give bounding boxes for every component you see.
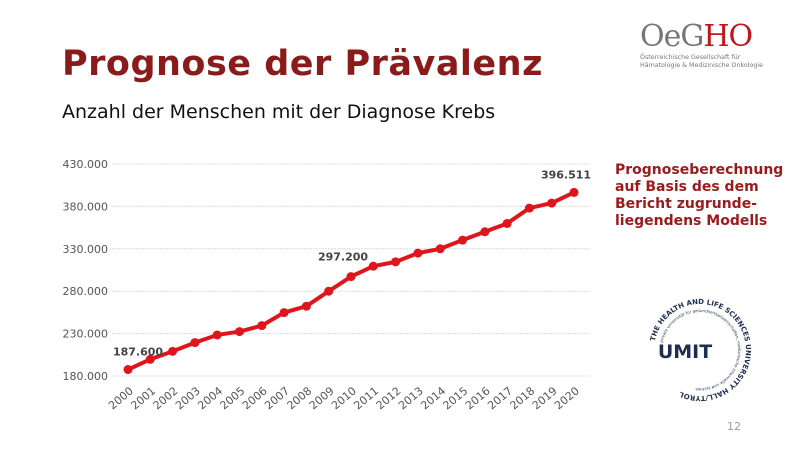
forecast-note: Prognoseberechnung auf Basis des dem Ber… bbox=[615, 162, 784, 229]
x-tick-label: 2007 bbox=[262, 384, 292, 412]
x-tick-label: 2018 bbox=[508, 384, 538, 412]
data-point bbox=[435, 244, 445, 254]
data-point bbox=[391, 257, 401, 267]
x-tick-label: 2002 bbox=[151, 384, 181, 412]
slide-subtitle: Anzahl der Menschen mit der Diagnose Kre… bbox=[62, 101, 496, 123]
page-number: 12 bbox=[727, 420, 741, 433]
x-tick-label: 2017 bbox=[485, 384, 515, 412]
data-point bbox=[502, 218, 512, 228]
y-tick-label: 280.000 bbox=[63, 285, 109, 298]
data-point bbox=[458, 235, 467, 245]
data-point bbox=[346, 272, 356, 282]
x-tick-label: 2010 bbox=[329, 384, 359, 412]
data-point bbox=[569, 187, 579, 197]
data-point bbox=[480, 227, 490, 237]
svg-text:UMIT: UMIT bbox=[658, 341, 712, 363]
data-label: 187.600 bbox=[113, 346, 163, 359]
x-tick-label: 2004 bbox=[195, 384, 225, 412]
y-tick-label: 180.000 bbox=[63, 370, 109, 383]
data-point bbox=[547, 198, 557, 208]
x-tick-label: 2016 bbox=[463, 384, 493, 412]
y-tick-label: 380.000 bbox=[63, 200, 109, 213]
y-tick-label: 330.000 bbox=[63, 243, 109, 256]
x-tick-label: 2003 bbox=[173, 384, 203, 412]
y-tick-label: 230.000 bbox=[63, 328, 109, 341]
data-point bbox=[257, 321, 267, 331]
x-tick-label: 2006 bbox=[240, 384, 270, 412]
x-tick-label: 2019 bbox=[530, 384, 560, 412]
x-tick-label: 2012 bbox=[374, 384, 404, 412]
data-point bbox=[235, 327, 244, 337]
x-tick-label: 2014 bbox=[418, 384, 448, 412]
x-tick-label: 2001 bbox=[128, 384, 158, 412]
data-point bbox=[145, 354, 155, 364]
x-tick-label: 2005 bbox=[218, 384, 248, 412]
data-point bbox=[524, 203, 534, 213]
y-tick-label: 430.000 bbox=[63, 158, 109, 171]
data-point bbox=[301, 301, 311, 311]
slide-title: Prognose der Prävalenz bbox=[62, 44, 543, 84]
x-tick-label: 2020 bbox=[552, 384, 582, 412]
data-label: 297.200 bbox=[318, 251, 368, 264]
data-point bbox=[168, 346, 178, 356]
x-tick-label: 2008 bbox=[285, 384, 315, 412]
x-tick-label: 2009 bbox=[307, 384, 337, 412]
umit-logo: THE HEALTH AND LIFE SCIENCES UNIVERSITY … bbox=[649, 298, 752, 402]
oegho-logo: OeGHO Österreichische Gesellschaft für H… bbox=[640, 19, 763, 70]
data-point bbox=[324, 286, 334, 296]
x-tick-label: 2011 bbox=[351, 384, 381, 412]
data-point bbox=[368, 261, 378, 271]
x-tick-label: 2000 bbox=[106, 384, 136, 412]
x-tick-label: 2013 bbox=[396, 384, 426, 412]
data-point bbox=[279, 308, 289, 318]
data-point bbox=[190, 338, 200, 348]
prevalence-line-chart: 180.000 230.000 280.000 330.000 380.000 430.0… bbox=[63, 158, 592, 412]
x-tick-label: 2015 bbox=[441, 384, 471, 412]
data-label: 396.511 bbox=[541, 168, 591, 181]
data-point bbox=[413, 248, 423, 258]
data-point bbox=[212, 330, 222, 340]
data-point bbox=[123, 365, 133, 375]
